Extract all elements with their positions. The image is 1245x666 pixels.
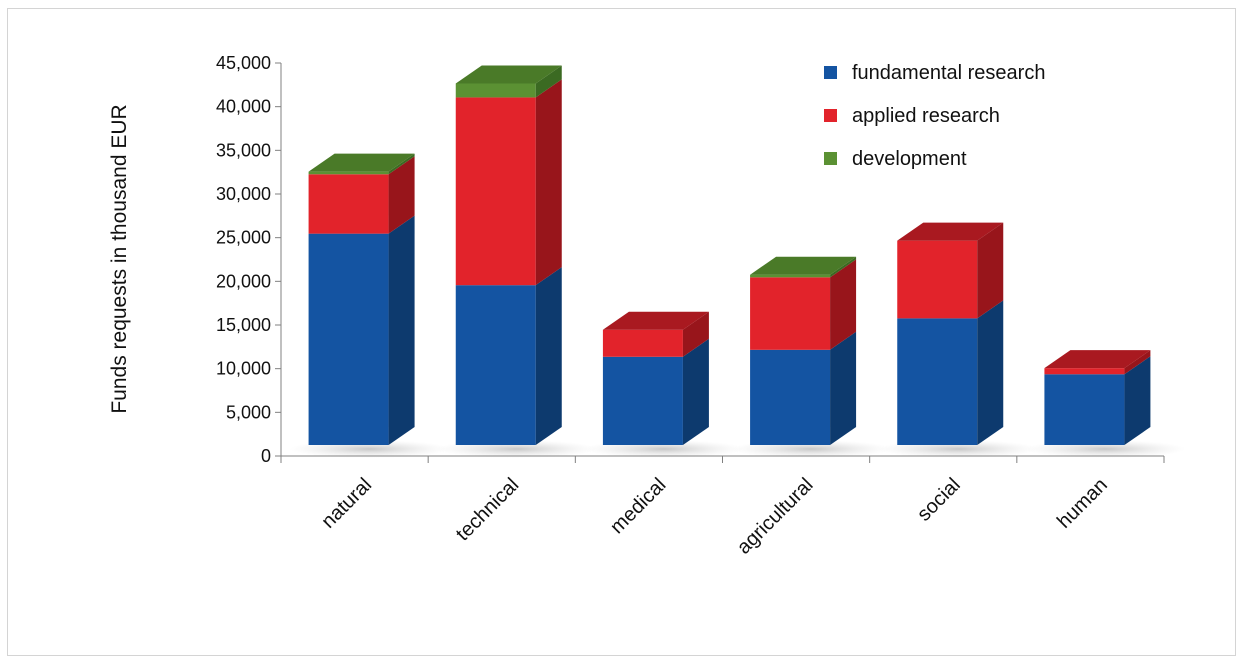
bar-segment: [897, 222, 1004, 319]
bar-side: [830, 256, 857, 278]
y-tick-label: 5,000: [226, 402, 271, 422]
chart-frame: 0 5,000 10,000 15,000 20,000 25,000 30,000 35,0…: [7, 8, 1236, 656]
y-tick-label: 25,000: [216, 228, 271, 248]
bar-segment: [308, 215, 415, 445]
bar-front: [455, 285, 536, 445]
bar-front: [308, 174, 389, 234]
legend-swatch: [824, 109, 837, 122]
bar-top: [602, 311, 709, 330]
bar-top: [308, 153, 415, 172]
bar-front: [750, 277, 831, 350]
bar-segment: [750, 256, 857, 278]
bar-front: [897, 240, 978, 319]
bar-side: [1124, 356, 1151, 445]
bar-side: [830, 331, 857, 445]
bar-front: [455, 83, 536, 98]
bar-top: [750, 256, 857, 275]
bar-side: [388, 153, 415, 175]
bar-segment: [897, 300, 1004, 445]
legend-swatch: [824, 66, 837, 79]
legend-label: fundamental research: [852, 62, 1045, 84]
legend: fundamental research applied research deve…: [824, 62, 1045, 170]
bar-side: [535, 79, 562, 286]
bar-side: [682, 311, 709, 357]
bar-front: [1044, 374, 1125, 445]
bar-segment: [455, 267, 562, 445]
legend-swatch: [824, 152, 837, 165]
bar-segment: [602, 338, 709, 445]
bar-front: [750, 274, 831, 278]
y-tick-label: 35,000: [216, 140, 271, 160]
bar-front: [897, 318, 978, 445]
y-tick-label: 10,000: [216, 359, 271, 379]
bar-side: [830, 259, 857, 350]
y-tick-label: 45,000: [216, 53, 271, 73]
bar-segment: [750, 259, 857, 350]
legend-item: development: [824, 148, 967, 170]
bar-side: [977, 300, 1004, 445]
bar-front: [455, 97, 536, 286]
bar-side: [1124, 350, 1151, 375]
y-tick-label: 30,000: [216, 184, 271, 204]
bar-side: [535, 267, 562, 445]
bar-front: [1044, 368, 1125, 375]
y-axis-title: Funds requests in thousand EUR: [108, 104, 131, 413]
bar-segment: [308, 156, 415, 234]
stacked-bar-chart: 0 5,000 10,000 15,000 20,000 25,000 30,000 35,0…: [108, 53, 1186, 559]
bar-front: [750, 349, 831, 445]
bar-segment: [1044, 350, 1151, 375]
bar-side: [977, 222, 1004, 319]
bar-segment: [1044, 356, 1151, 445]
bar-segment: [602, 311, 709, 357]
bar-side: [535, 65, 562, 98]
bar-front: [602, 329, 683, 357]
legend-item: applied research: [824, 105, 1000, 127]
y-tick-label: 40,000: [216, 97, 271, 117]
bar-segment: [455, 65, 562, 98]
bar-side: [682, 338, 709, 445]
bar-top: [897, 222, 1004, 241]
bar-front: [308, 233, 389, 445]
y-tick-label: 15,000: [216, 315, 271, 335]
y-tick-label: 0: [261, 446, 271, 466]
legend-label: applied research: [852, 105, 1000, 127]
x-tick-label: social: [913, 474, 965, 526]
x-tick-label: technical: [452, 474, 523, 545]
x-tick-label: human: [1053, 474, 1112, 533]
bar-top: [1044, 350, 1151, 369]
bar-side: [388, 156, 415, 234]
legend-item: fundamental research: [824, 62, 1045, 84]
bar-front: [602, 356, 683, 445]
bar-top: [455, 65, 562, 84]
bar-front: [308, 171, 389, 175]
x-tick-label: natural: [317, 474, 376, 533]
legend-label: development: [852, 148, 967, 170]
bars: [308, 65, 1151, 445]
x-tick-label: agricultural: [733, 474, 818, 559]
bar-segment: [455, 79, 562, 286]
bar-segment: [308, 153, 415, 175]
x-tick-label: medical: [606, 474, 670, 538]
y-tick-label: 20,000: [216, 271, 271, 291]
bar-segment: [750, 331, 857, 445]
bar-side: [388, 215, 415, 445]
